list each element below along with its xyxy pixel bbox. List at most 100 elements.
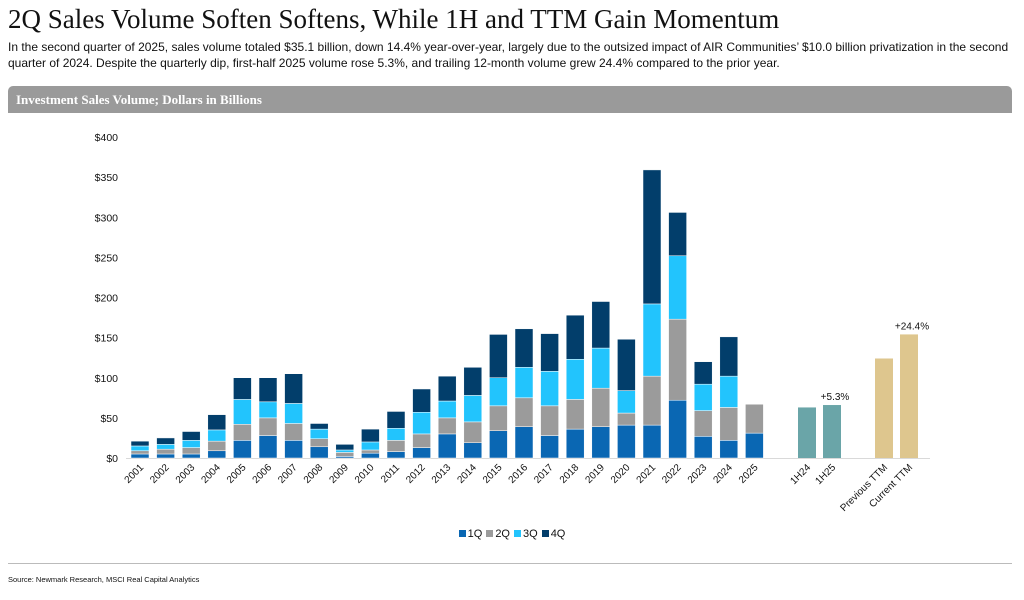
bar-2006-3Q bbox=[258, 401, 278, 419]
bar-2013-3Q bbox=[437, 400, 457, 419]
x-tick-label: 2004 bbox=[199, 462, 223, 486]
x-tick-label: 2012 bbox=[404, 462, 428, 486]
bar-2006-1Q bbox=[258, 435, 278, 459]
bar-2008-1Q bbox=[309, 446, 329, 459]
bar-2004-4Q bbox=[207, 414, 227, 431]
bar-2014-2Q bbox=[463, 421, 483, 444]
bar-2020-1Q bbox=[617, 424, 636, 459]
bar-2002-2Q bbox=[156, 448, 175, 455]
x-tick-label: 2025 bbox=[737, 462, 761, 486]
bar-2021-1Q bbox=[642, 424, 662, 459]
bar-2022-2Q bbox=[668, 318, 687, 401]
bar-2003-1Q bbox=[181, 453, 201, 459]
x-tick-label: 2024 bbox=[711, 462, 735, 486]
divider bbox=[8, 563, 1012, 564]
x-tick-label: 2021 bbox=[635, 462, 659, 486]
legend-swatch bbox=[514, 530, 521, 537]
bar-2001-3Q bbox=[130, 445, 150, 452]
x-tick-label: 2019 bbox=[583, 462, 607, 486]
bar-2009-2Q bbox=[335, 452, 355, 457]
bar-2004-1Q bbox=[207, 450, 227, 459]
bar-2017-4Q bbox=[540, 333, 559, 372]
bar-2020-4Q bbox=[617, 338, 636, 391]
x-tick-label: 1H25 bbox=[813, 462, 838, 487]
y-tick-label: $100 bbox=[95, 373, 119, 385]
bar-1h25 bbox=[823, 405, 841, 458]
x-tick-label: 2023 bbox=[686, 462, 710, 486]
bar-2018-2Q bbox=[565, 399, 585, 430]
bar-2001-2Q bbox=[130, 450, 150, 455]
x-tick-label: 2014 bbox=[455, 462, 479, 486]
bar-2011-3Q bbox=[386, 428, 406, 441]
y-tick-label: $250 bbox=[95, 252, 119, 264]
data-label: +24.4% bbox=[895, 321, 929, 332]
bar-2021-2Q bbox=[642, 375, 662, 426]
legend-swatch bbox=[458, 530, 466, 537]
bar-2006-2Q bbox=[258, 417, 278, 436]
bar-2005-4Q bbox=[233, 377, 252, 400]
bar-2005-3Q bbox=[233, 399, 252, 425]
bar-2019-4Q bbox=[591, 301, 611, 349]
bar-2025-2Q bbox=[745, 403, 764, 434]
bar-2018-1Q bbox=[565, 428, 585, 459]
bar-2004-2Q bbox=[207, 440, 227, 452]
bar-2015-1Q bbox=[489, 430, 508, 459]
x-tick-label: 2017 bbox=[532, 462, 556, 486]
bar-2022-3Q bbox=[668, 255, 687, 320]
x-tick-label: 2007 bbox=[276, 462, 300, 486]
legend-item-2Q: 2Q bbox=[486, 528, 510, 540]
bar-2017-2Q bbox=[540, 405, 559, 436]
bar-2004-3Q bbox=[207, 429, 227, 442]
x-tick-label: 2009 bbox=[327, 462, 351, 486]
bar-2023-1Q bbox=[693, 436, 713, 459]
bar-current-ttm bbox=[900, 334, 918, 458]
bar-2019-3Q bbox=[591, 347, 611, 389]
legend-label: 4Q bbox=[550, 528, 566, 540]
x-tick-label: 2018 bbox=[558, 462, 582, 486]
bar-2013-2Q bbox=[437, 417, 457, 435]
bar-2008-2Q bbox=[309, 438, 329, 448]
bar-2011-4Q bbox=[386, 411, 406, 429]
bar-2014-3Q bbox=[463, 395, 483, 423]
bar-2012-2Q bbox=[412, 433, 431, 448]
bar-2010-3Q bbox=[361, 441, 380, 451]
bar-2010-1Q bbox=[361, 452, 380, 459]
bar-2005-1Q bbox=[233, 440, 252, 459]
bar-2006-4Q bbox=[258, 377, 278, 403]
bar-2020-3Q bbox=[617, 390, 636, 414]
bar-2023-2Q bbox=[693, 410, 713, 437]
bar-2017-1Q bbox=[540, 435, 559, 459]
bar-2024-4Q bbox=[719, 336, 739, 377]
y-tick-label: $50 bbox=[100, 413, 118, 425]
bar-1h24 bbox=[798, 407, 816, 458]
legend-item-1Q: 1Q bbox=[458, 528, 482, 540]
bar-2007-4Q bbox=[284, 373, 303, 404]
bar-2012-1Q bbox=[412, 447, 431, 459]
x-tick-label: 2013 bbox=[430, 462, 454, 486]
bar-2002-1Q bbox=[156, 453, 175, 459]
legend: 1Q 2Q 3Q 4Q bbox=[0, 528, 1024, 540]
bar-2014-1Q bbox=[463, 442, 483, 459]
bar-2024-3Q bbox=[719, 375, 739, 408]
bar-2022-1Q bbox=[668, 399, 687, 459]
bar-2007-1Q bbox=[284, 440, 303, 459]
bar-2011-2Q bbox=[386, 440, 406, 452]
bar-2010-2Q bbox=[361, 449, 380, 454]
bar-2003-2Q bbox=[181, 447, 201, 455]
bar-2012-4Q bbox=[412, 388, 431, 413]
legend-item-3Q: 3Q bbox=[514, 528, 538, 540]
bar-2007-2Q bbox=[284, 423, 303, 441]
x-tick-label: 2003 bbox=[174, 462, 198, 486]
bar-2011-1Q bbox=[386, 451, 406, 459]
bar-2023-3Q bbox=[693, 383, 713, 411]
x-tick-label: 2020 bbox=[609, 462, 633, 486]
chart-header-bar: Investment Sales Volume; Dollars in Bill… bbox=[8, 86, 1012, 113]
chart-header-title: Investment Sales Volume; Dollars in Bill… bbox=[16, 92, 262, 107]
legend-item-4Q: 4Q bbox=[541, 528, 566, 540]
bar-2009-4Q bbox=[335, 444, 355, 451]
bar-2003-3Q bbox=[181, 440, 201, 448]
bar-previous-ttm bbox=[875, 358, 893, 458]
x-tick-label: 2022 bbox=[660, 462, 684, 486]
x-tick-label: 2016 bbox=[507, 462, 531, 486]
